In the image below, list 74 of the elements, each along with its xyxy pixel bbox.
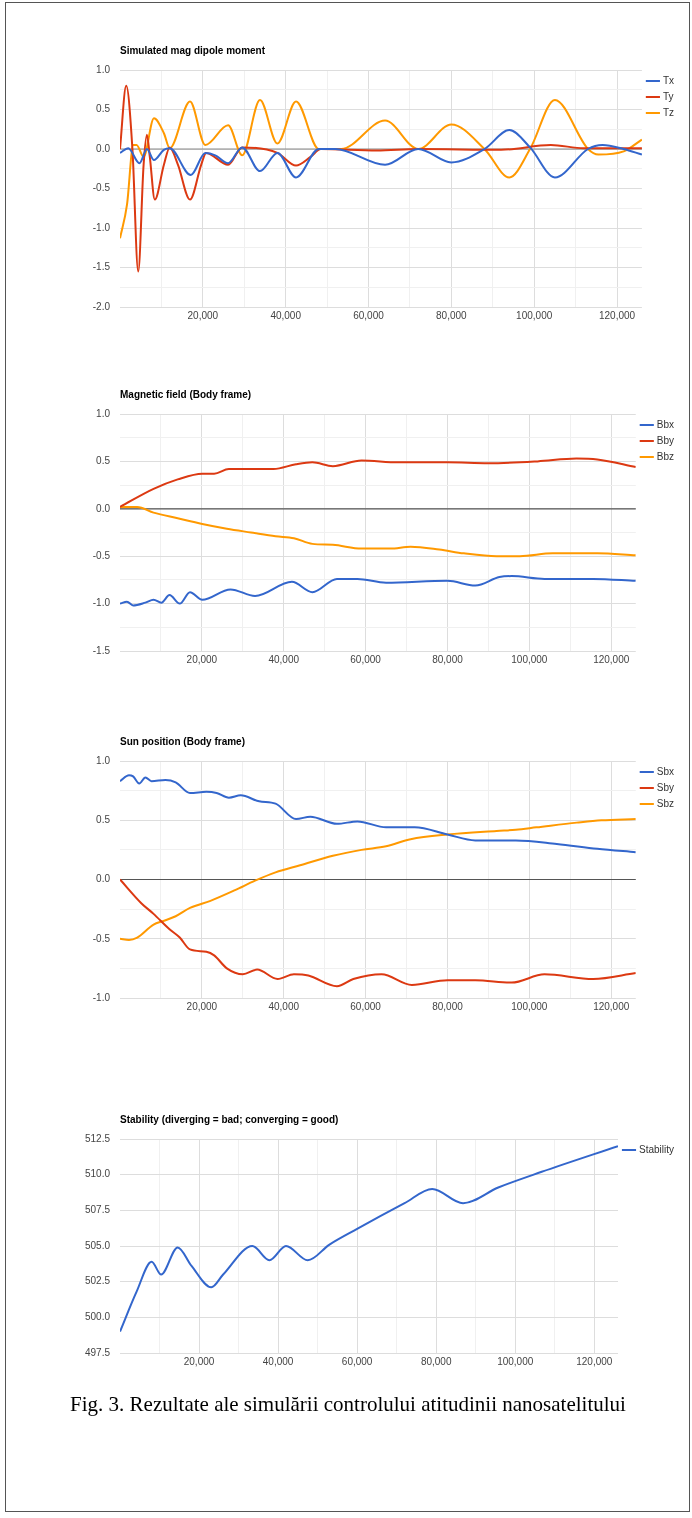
y-tick-label: 0.0 — [96, 142, 111, 154]
caption: Fig. 3. Rezultate ale simulării controlului atitudinii nanosatelitului — [69, 1391, 627, 1418]
y-tick-label: -1.0 — [92, 991, 111, 1003]
line-series — [120, 575, 636, 607]
x-tick-label: 20,000 — [183, 1355, 215, 1367]
x-tick-label: 40,000 — [270, 309, 302, 321]
x-tick-label: 80,000 — [432, 1000, 464, 1012]
line-series — [120, 84, 642, 273]
x-tick-label: 100,000 — [511, 1000, 548, 1012]
legend-label: Bby — [656, 434, 674, 446]
y-tick-label: 0.5 — [96, 103, 111, 115]
y-tick-label: 1.0 — [96, 407, 111, 419]
y-tick-label: -0.5 — [92, 182, 111, 194]
line-series — [120, 457, 636, 508]
y-tick-label: 507.5 — [84, 1204, 111, 1216]
line-series — [120, 1145, 618, 1333]
line-series — [120, 99, 642, 240]
x-tick-label: 120,000 — [593, 653, 630, 665]
y-tick-label: 0.0 — [96, 873, 111, 885]
y-tick-label: -1.5 — [92, 644, 111, 656]
x-tick-label: 80,000 — [436, 309, 468, 321]
line-series — [120, 878, 636, 988]
y-tick-label: 0.5 — [96, 814, 111, 825]
y-tick-label: 512.5 — [84, 1132, 111, 1144]
chart-title: Magnetic field (Body frame) — [120, 388, 252, 400]
legend-label: Ty — [662, 90, 674, 102]
chart-title: Stability (diverging = bad; converging = good) — [120, 1113, 339, 1125]
legend-label: Sby — [656, 781, 674, 793]
y-tick-label: 502.5 — [84, 1275, 111, 1287]
x-tick-label: 100,000 — [497, 1355, 534, 1367]
legend-label: Sbx — [656, 765, 674, 777]
y-tick-label: -0.5 — [92, 549, 111, 561]
chart-title: Sun position (Body frame) — [120, 735, 245, 747]
y-tick-label: -2.0 — [92, 300, 111, 312]
chart-title: Simulated mag dipole moment — [120, 44, 266, 56]
y-tick-label: -1.5 — [92, 261, 111, 273]
x-tick-label: 60,000 — [341, 1355, 373, 1367]
x-tick-label: 40,000 — [268, 1000, 300, 1012]
x-tick-label: 80,000 — [432, 653, 464, 665]
y-tick-label: -1.0 — [92, 221, 111, 233]
x-tick-label: 20,000 — [187, 309, 219, 321]
legend-label: Bbz — [656, 450, 674, 462]
x-tick-label: 20,000 — [186, 653, 218, 665]
line-series — [120, 818, 636, 941]
x-tick-label: 120,000 — [598, 309, 636, 321]
y-tick-label: 1.0 — [96, 63, 111, 75]
x-tick-label: 80,000 — [420, 1355, 452, 1367]
line-series — [120, 129, 642, 179]
x-tick-label: 40,000 — [262, 1355, 294, 1367]
y-tick-label: -0.5 — [92, 932, 111, 944]
x-tick-label: 60,000 — [350, 1000, 382, 1012]
line-series — [120, 505, 636, 558]
y-tick-label: 1.0 — [96, 754, 111, 766]
y-tick-label: 500.0 — [84, 1311, 111, 1323]
x-tick-label: 20,000 — [186, 1000, 218, 1012]
x-tick-label: 100,000 — [516, 309, 553, 321]
x-tick-label: 40,000 — [268, 653, 300, 665]
y-tick-label: 497.5 — [84, 1346, 111, 1358]
legend-label: Sbz — [656, 797, 674, 809]
legend-label: Stability — [638, 1143, 674, 1155]
y-tick-label: 0.5 — [96, 455, 111, 467]
y-tick-label: -1.0 — [92, 597, 111, 609]
x-tick-label: 60,000 — [353, 309, 385, 321]
x-tick-label: 60,000 — [350, 653, 382, 665]
y-tick-label: 505.0 — [84, 1239, 111, 1251]
legend-label: Bbx — [656, 418, 674, 430]
x-tick-label: 120,000 — [576, 1355, 613, 1367]
y-tick-label: 510.0 — [84, 1168, 111, 1180]
x-tick-label: 100,000 — [511, 653, 548, 665]
y-tick-label: 0.0 — [96, 502, 111, 514]
legend-label: Tz — [662, 106, 674, 118]
line-series — [120, 774, 636, 854]
x-tick-label: 120,000 — [593, 1000, 630, 1012]
legend-label: Tx — [662, 74, 674, 86]
